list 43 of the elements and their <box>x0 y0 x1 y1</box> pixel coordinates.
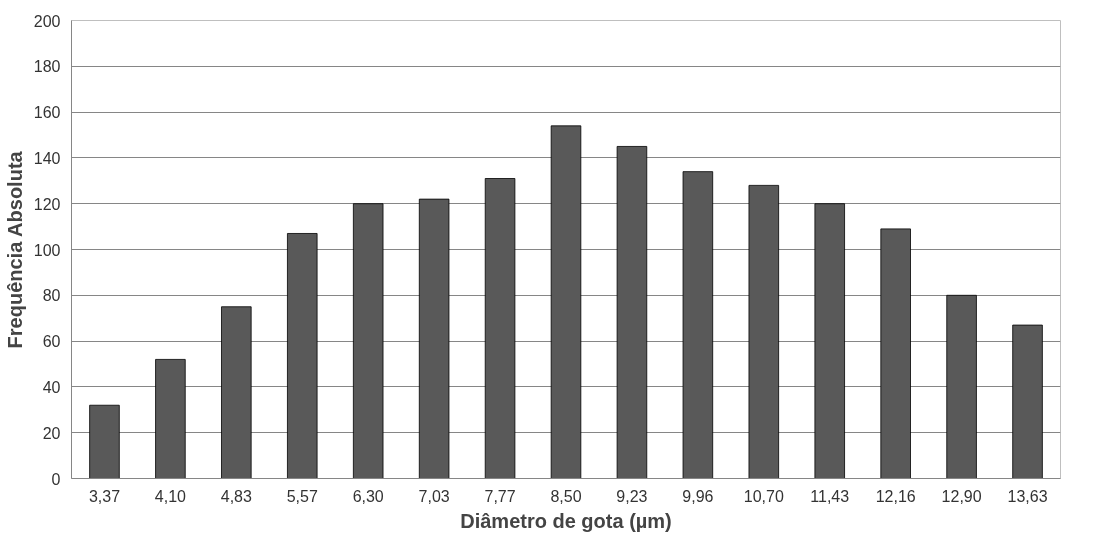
y-tick-label: 180 <box>33 58 61 76</box>
bar <box>682 171 714 479</box>
x-tick-label: 3,37 <box>88 487 121 505</box>
bar <box>484 178 516 479</box>
x-tick-label: 12,90 <box>941 487 982 505</box>
bar <box>221 306 252 479</box>
y-tick-label: 120 <box>33 195 61 213</box>
x-tick-label: 4,10 <box>154 487 187 505</box>
y-tick-label: 20 <box>42 424 61 442</box>
y-tick-label: 40 <box>42 378 61 396</box>
x-tick-label: 7,03 <box>418 487 450 505</box>
y-axis-title: Frequência Absoluta <box>3 150 26 349</box>
x-tick-label: 11,43 <box>810 487 850 505</box>
bar <box>352 203 384 479</box>
y-tick-label: 160 <box>33 104 61 122</box>
x-tick-label: 13,63 <box>1007 487 1048 505</box>
bar <box>155 359 186 479</box>
y-tick-label: 60 <box>42 333 61 351</box>
x-tick-label: 5,57 <box>286 487 318 505</box>
y-tick-label: 0 <box>51 470 61 488</box>
bar <box>550 125 582 479</box>
x-tick-label: 12,16 <box>875 487 916 505</box>
bar <box>418 198 450 479</box>
bar <box>616 146 648 479</box>
bar <box>1012 324 1043 479</box>
x-tick-label: 4,83 <box>220 487 253 505</box>
x-axis-title: Diâmetro de gota (µm) <box>460 509 672 532</box>
y-tick-label: 80 <box>42 287 61 305</box>
x-tick-label: 8,50 <box>550 487 582 505</box>
x-tick-label: 10,70 <box>743 487 784 505</box>
bar <box>880 228 911 479</box>
y-tick-label: 140 <box>33 149 61 167</box>
bar <box>814 203 845 479</box>
bar <box>946 294 977 479</box>
x-tick-label: 6,30 <box>352 487 384 505</box>
x-tick-label: 7,77 <box>484 487 516 505</box>
x-tick-label: 9,96 <box>682 487 714 505</box>
bar <box>89 404 120 479</box>
bar <box>287 233 318 479</box>
bar <box>748 184 780 479</box>
y-tick-label: 200 <box>33 12 61 30</box>
y-tick-label: 100 <box>33 241 61 259</box>
x-tick-label: 9,23 <box>616 487 648 505</box>
